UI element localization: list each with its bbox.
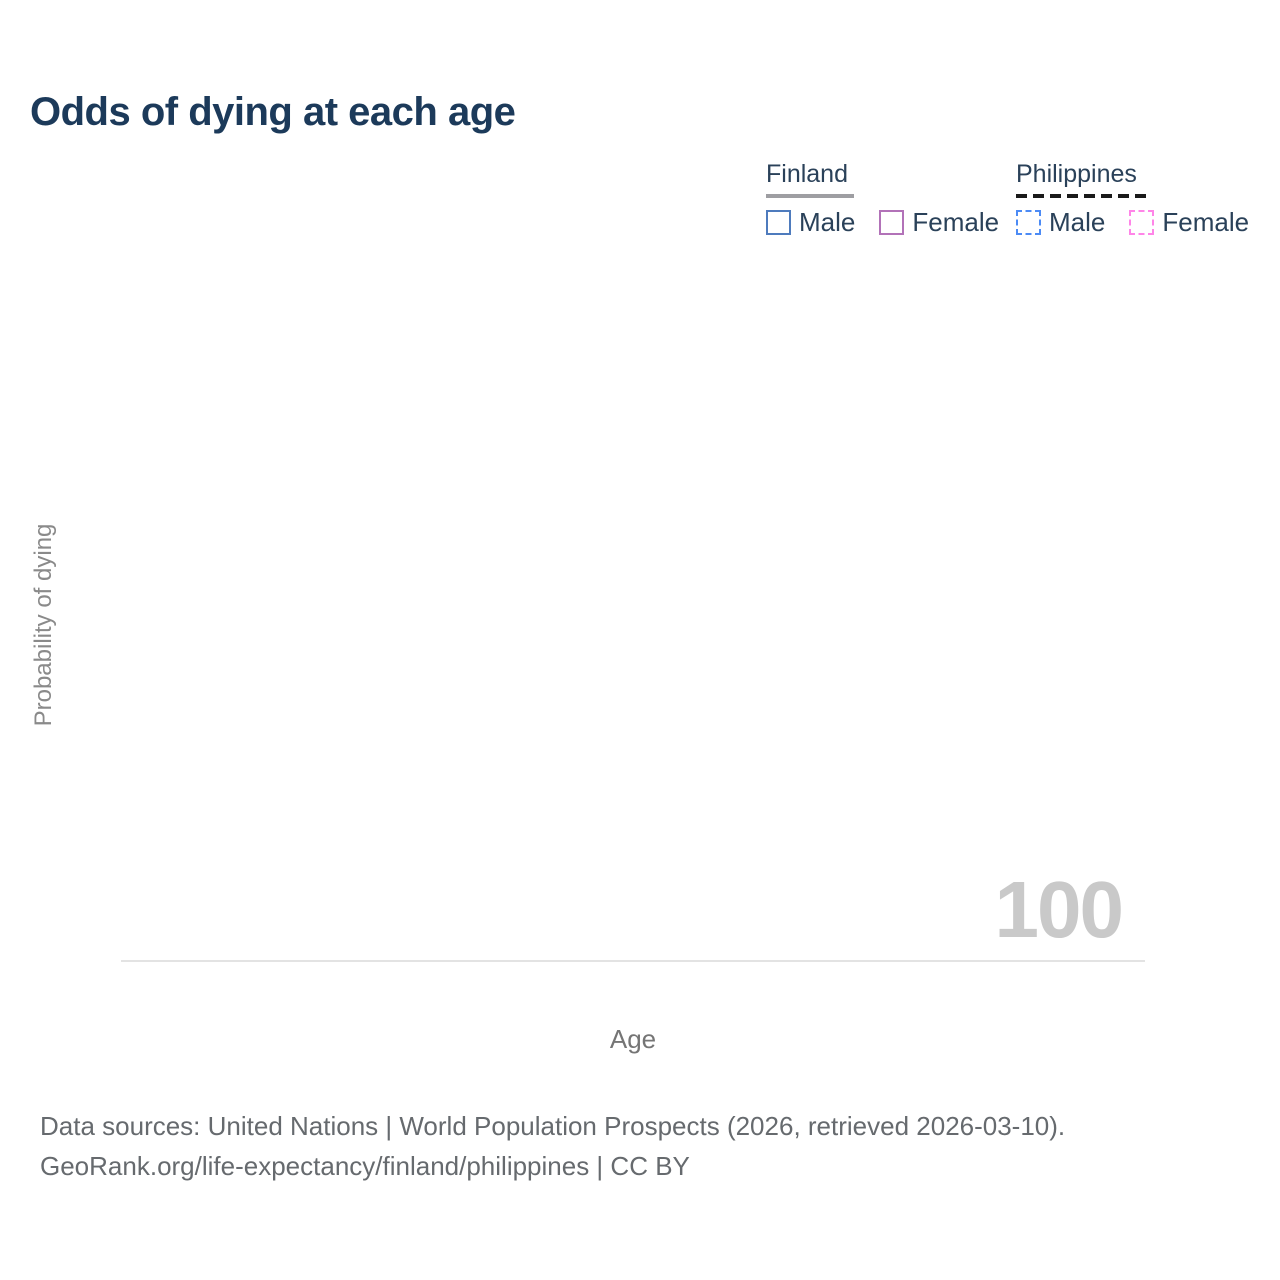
footer: Data sources: United Nations | World Pop… — [40, 1106, 1065, 1187]
footer-attribution-link[interactable]: GeoRank.org/life-expectancy/finland/phil… — [40, 1151, 690, 1182]
legend-finland-solid-line-sample — [766, 194, 854, 198]
finland-male-swatch-icon[interactable] — [766, 210, 791, 235]
legend-finland-male-label[interactable]: Male — [799, 207, 856, 237]
legend-finland-female-label[interactable]: Female — [912, 207, 1000, 237]
legend-philippines-dashed-line-sample — [1016, 194, 1146, 198]
legend-philippines-title[interactable]: Philippines — [1016, 160, 1137, 188]
legend-item-philippines-female[interactable]: Female — [1129, 207, 1249, 238]
legend-philippines-male-label[interactable]: Male — [1049, 207, 1106, 237]
mortality-line-chart — [121, 960, 1145, 962]
legend-philippines-female-label[interactable]: Female — [1162, 207, 1250, 237]
legend-item-finland-female[interactable]: Female — [879, 207, 999, 238]
y-axis-title: Probability of dying — [30, 523, 57, 727]
legend-finland-title[interactable]: Finland — [766, 160, 848, 188]
age-counter-watermark: 100 — [994, 865, 1124, 954]
page-title: Odds of dying at each age — [30, 90, 516, 134]
philippines-female-swatch-icon[interactable] — [1129, 210, 1155, 235]
finland-female-swatch-icon[interactable] — [879, 210, 905, 235]
x-axis-title: Age — [609, 1024, 657, 1054]
footer-data-sources: Data sources: United Nations | World Pop… — [40, 1111, 1066, 1141]
legend-group-philippines: Philippines Male Female — [1016, 160, 1264, 238]
philippines-male-swatch-icon[interactable] — [1016, 210, 1041, 235]
legend-item-finland-male[interactable]: Male — [766, 207, 855, 238]
legend-item-philippines-male[interactable]: Male — [1016, 207, 1105, 238]
legend-group-finland: Finland Male Female — [766, 160, 1014, 238]
